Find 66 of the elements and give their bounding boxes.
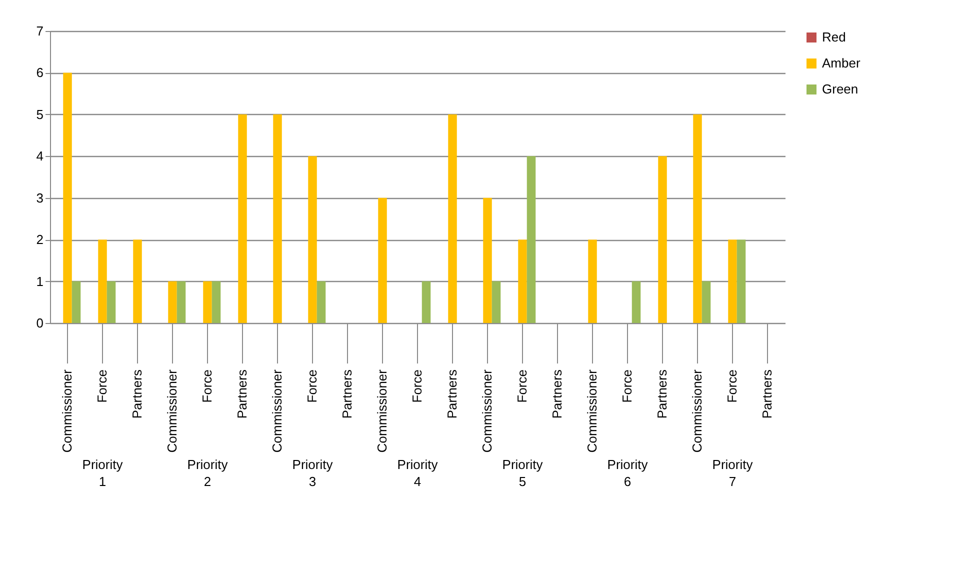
y-tick-label: 0	[36, 316, 44, 330]
bar	[526, 156, 536, 323]
legend-label: Red	[822, 30, 846, 44]
y-tick-label: 1	[36, 274, 44, 289]
bar	[448, 114, 457, 323]
bar	[632, 281, 641, 323]
x-tick-label: Partners	[550, 369, 564, 419]
x-tick-label: Partners	[654, 369, 670, 419]
text: Priority 2	[187, 457, 228, 489]
y-tick-label: 4	[36, 148, 44, 164]
y-tick-label: 3	[36, 190, 44, 206]
bar	[483, 198, 492, 323]
x-tick-label: Partners	[760, 369, 774, 419]
x-tick-label: Commissioner	[690, 368, 704, 453]
x-tick-label: Force	[724, 370, 740, 403]
y-tick-label: 6	[36, 65, 44, 80]
y-tick-label: 2	[36, 232, 44, 248]
legend-label: Green	[822, 82, 858, 96]
x-tick-label: Force	[620, 370, 634, 403]
bar	[658, 156, 667, 323]
bar	[168, 281, 177, 323]
text: Priority 6	[607, 457, 648, 489]
bar	[238, 114, 247, 323]
bar	[72, 281, 81, 323]
x-tick-label: Force	[94, 370, 110, 403]
bar	[98, 240, 107, 323]
bar	[106, 281, 116, 323]
x-tick-label: Force	[304, 370, 320, 403]
legend-label: Amber	[822, 56, 861, 70]
x-tick-label: Partners	[340, 369, 354, 419]
x-tick-label: Force	[200, 370, 214, 403]
x-tick-label: Force	[410, 370, 424, 403]
text: Priority 3	[292, 457, 334, 489]
bar	[422, 281, 431, 323]
bar	[702, 281, 711, 323]
bar	[736, 240, 746, 323]
bar	[316, 281, 326, 323]
y-tick-label: 7	[36, 24, 44, 38]
bar	[728, 240, 737, 323]
text: Priority 5	[502, 457, 544, 489]
x-tick-label: Partners	[130, 369, 144, 419]
bar	[308, 156, 317, 323]
bar	[378, 198, 387, 323]
bar	[693, 114, 702, 323]
bar	[63, 72, 72, 323]
x-tick-label: Commissioner	[164, 368, 180, 453]
x-tick-label: Partners	[234, 369, 250, 419]
x-tick-label: Partners	[444, 369, 460, 419]
bar	[212, 281, 221, 323]
bar	[273, 114, 282, 323]
bar	[588, 240, 597, 323]
text: Priority 1	[82, 457, 124, 489]
x-tick-label: Commissioner	[60, 368, 74, 453]
x-tick-label: Force	[514, 370, 530, 403]
x-tick-label: Commissioner	[374, 368, 390, 453]
text: Priority 4	[397, 457, 438, 489]
bar	[518, 240, 527, 323]
x-tick-label: Commissioner	[270, 368, 284, 453]
x-tick-label: Commissioner	[584, 368, 600, 453]
bar	[203, 281, 212, 323]
y-tick-label: 5	[36, 106, 44, 122]
bar	[133, 240, 142, 323]
bar	[176, 281, 186, 323]
text: Priority 7	[712, 457, 754, 489]
x-tick-label: Commissioner	[480, 368, 494, 453]
bar	[492, 281, 501, 323]
